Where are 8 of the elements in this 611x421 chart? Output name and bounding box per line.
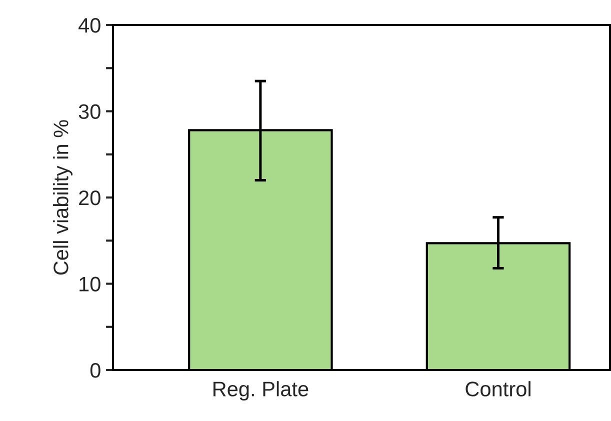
- y-tick-label: 20: [79, 190, 100, 206]
- y-axis-title: Cell viability in %: [53, 120, 72, 275]
- y-tick-label: 0: [90, 363, 100, 378]
- y-tick-label: 10: [80, 276, 100, 292]
- y-tick-label: 30: [78, 104, 100, 120]
- x-tick-label: Control: [466, 381, 530, 396]
- y-tick-label: 40: [78, 18, 100, 33]
- x-tick-label: Reg. Plate: [214, 381, 308, 401]
